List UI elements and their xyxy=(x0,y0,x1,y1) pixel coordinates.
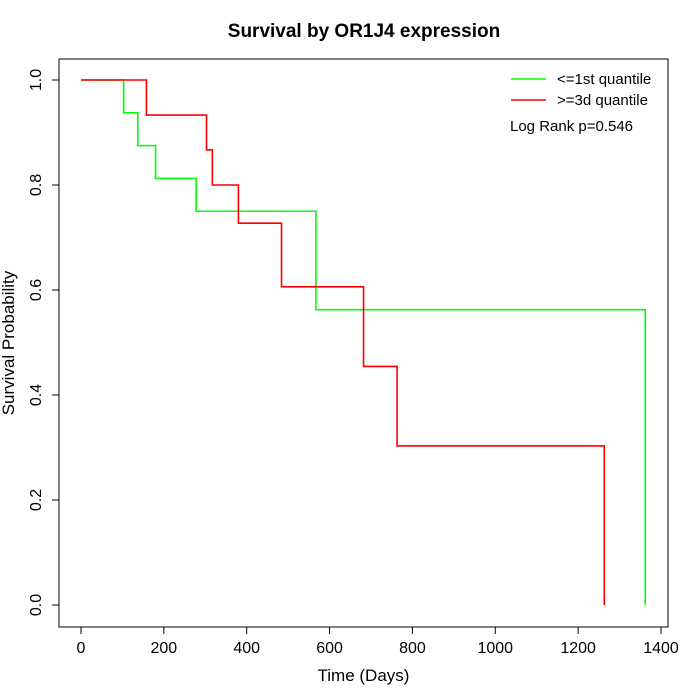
y-tick-label: 0.2 xyxy=(28,489,45,511)
x-tick-label: 1000 xyxy=(477,640,513,657)
survival-curve-2 xyxy=(81,79,606,605)
y-axis: 0.0 0.2 0.4 0.6 0.8 1.0 xyxy=(28,69,60,616)
y-tick-label: 0.0 xyxy=(28,594,45,616)
series-layer xyxy=(81,79,647,605)
y-tick-label: 0.6 xyxy=(28,279,45,301)
legend: <=1st quantile >=3d quantile xyxy=(511,71,651,109)
log-rank-annotation: Log Rank p=0.546 xyxy=(510,118,633,135)
x-tick-label: 1400 xyxy=(643,640,679,657)
x-tick-label: 200 xyxy=(151,640,178,657)
y-axis-label: Survival Probability xyxy=(0,270,18,415)
y-tick-label: 0.8 xyxy=(28,174,45,196)
chart-title: Survival by OR1J4 expression xyxy=(228,21,500,42)
x-tick-label: 1200 xyxy=(560,640,596,657)
x-tick-label: 800 xyxy=(399,640,426,657)
x-axis-label: Time (Days) xyxy=(318,666,410,685)
y-tick-label: 1.0 xyxy=(28,69,45,91)
y-tick-label: 0.4 xyxy=(28,384,45,406)
legend-label-2: >=3d quantile xyxy=(557,92,648,109)
x-axis: 0 200 400 600 800 1000 1200 1400 xyxy=(77,626,679,657)
x-tick-label: 400 xyxy=(233,640,260,657)
legend-label-1: <=1st quantile xyxy=(557,71,651,88)
x-tick-label: 600 xyxy=(316,640,343,657)
survival-curve-1 xyxy=(81,79,647,605)
x-tick-label: 0 xyxy=(77,640,86,657)
